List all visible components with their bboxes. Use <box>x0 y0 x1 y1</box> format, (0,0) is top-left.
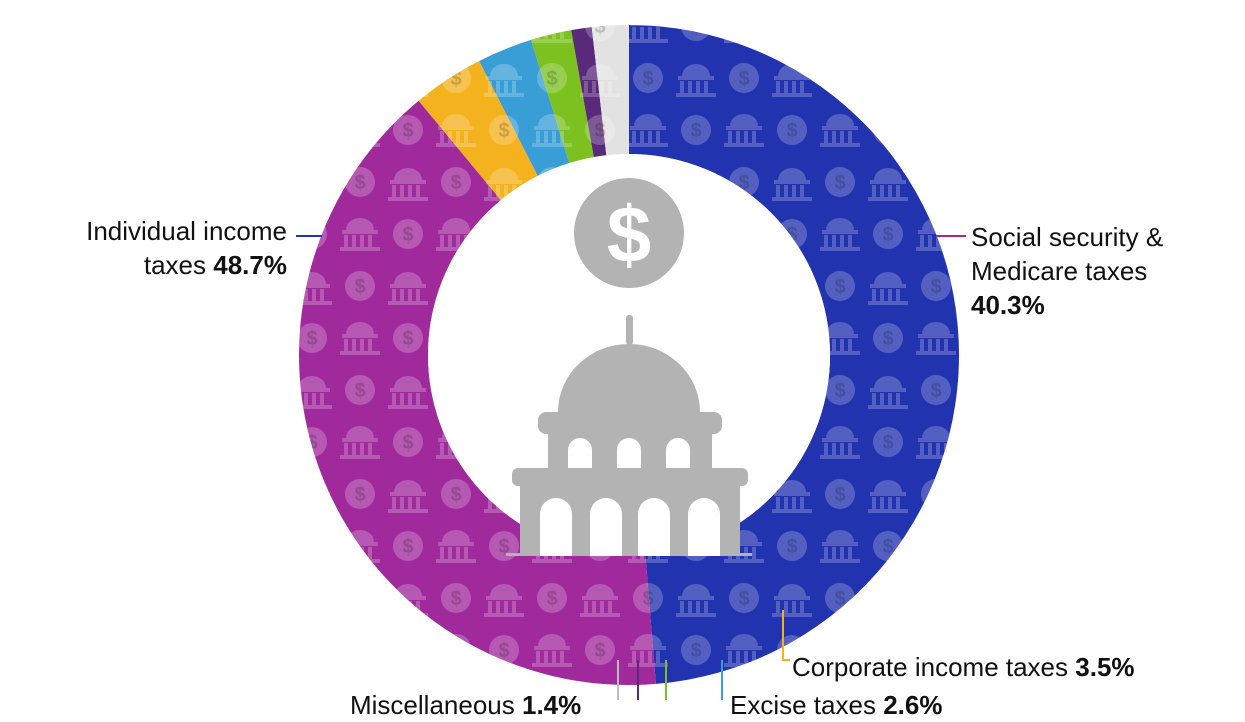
slice-pattern-3 <box>479 39 570 176</box>
label-misc-pct: 1.4% <box>521 690 582 720</box>
slice-pattern-4 <box>530 30 594 164</box>
slice-pattern-0 <box>629 25 959 684</box>
dollar-coin-icon: $ <box>574 178 684 288</box>
capitol-arches <box>540 438 720 556</box>
donut-chart: $ $ <box>296 25 966 700</box>
label-social-security-medicare: Social security & Medicare taxes 40.3% <box>971 220 1231 322</box>
slice-pattern-6 <box>591 25 629 156</box>
label-misc-name: Miscellaneous <box>350 690 515 720</box>
label-social-line2: Medicare taxes <box>971 256 1148 286</box>
label-individual-pct: 48.7% <box>213 250 287 280</box>
svg-text:$: $ <box>607 190 652 279</box>
label-excise-pct: 2.6% <box>883 690 943 720</box>
slice-pattern-2 <box>418 60 538 201</box>
slice-pattern-5 <box>571 27 607 158</box>
label-miscellaneous: Miscellaneous 1.4% <box>350 688 610 722</box>
label-individual-line2: taxes <box>143 250 207 280</box>
label-corporate-pct: 3.5% <box>1075 652 1135 682</box>
leader-corporate <box>782 610 790 661</box>
label-social-line1: Social security & <box>971 222 1164 252</box>
label-individual-line1: Individual income <box>86 216 287 246</box>
label-excise-taxes: Excise taxes 2.6% <box>730 688 990 722</box>
label-excise-name: Excise taxes <box>730 690 876 720</box>
label-individual-income-taxes: Individual income taxes 48.7% <box>27 214 287 282</box>
slice-pattern-1 <box>299 100 656 685</box>
label-corporate-income-taxes: Corporate income taxes 3.5% <box>792 650 1232 684</box>
leader-lines <box>296 235 966 700</box>
donut-pattern-overlay <box>299 25 959 685</box>
label-corporate-name: Corporate income taxes <box>792 652 1069 682</box>
label-social-pct: 40.3% <box>971 290 1045 320</box>
